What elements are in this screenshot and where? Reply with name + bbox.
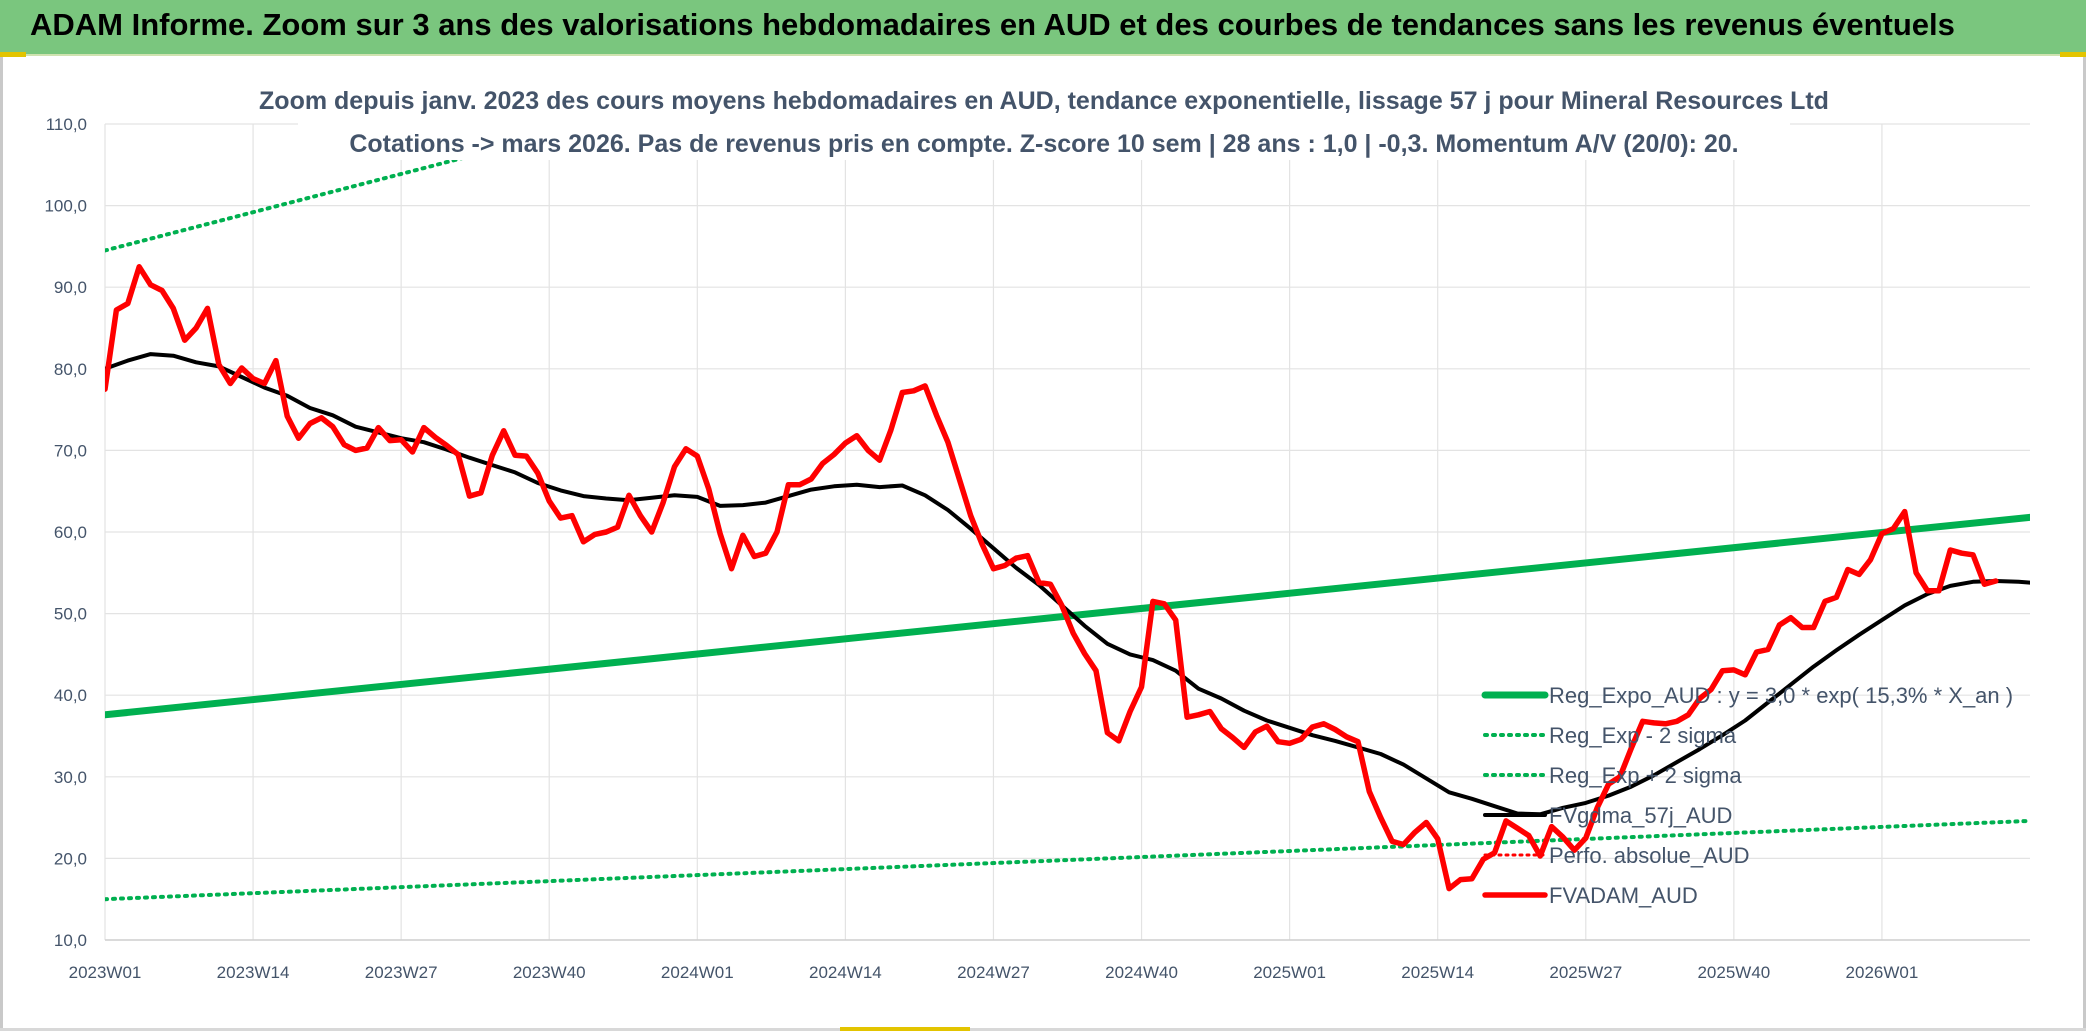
y-tick-label: 30,0 [54, 768, 87, 787]
series-line-3 [105, 352, 2030, 817]
report-header: ADAM Informe. Zoom sur 3 ans des valoris… [0, 0, 2086, 56]
x-tick-label: 2023W01 [69, 963, 142, 982]
report-title: ADAM Informe. Zoom sur 3 ans des valoris… [30, 7, 1955, 42]
x-tick-label: 2025W14 [1401, 963, 1474, 982]
series-line-5 [105, 264, 1999, 892]
bottom-marker [840, 1027, 970, 1031]
y-tick-label: 20,0 [54, 849, 87, 868]
series-line-1 [105, 818, 2030, 902]
legend-label: Reg_Expo_AUD : y = 3,0 * exp( 15,3% * X_… [1549, 683, 2013, 708]
y-tick-label: 60,0 [54, 523, 87, 542]
x-tick-label: 2024W40 [1105, 963, 1178, 982]
corner-marker-right [2060, 52, 2086, 57]
x-tick-label: 2023W27 [365, 963, 438, 982]
y-tick-label: 50,0 [54, 605, 87, 624]
x-tick-label: 2026W01 [1846, 963, 1919, 982]
series-layer [105, 118, 2030, 902]
y-tick-label: 90,0 [54, 278, 87, 297]
legend-label: FVADAM_AUD [1549, 883, 1698, 908]
x-axis-ticks: 2023W01 2023W14 2023W27 2023W40 2024W01 2024W… [69, 963, 1919, 982]
frame-left-border [0, 54, 3, 1031]
legend-label: FVgdma_57j_AUD [1549, 803, 1732, 828]
x-tick-label: 2024W27 [957, 963, 1030, 982]
chart-legend: Reg_Expo_AUD : y = 3,0 * exp( 15,3% * X_… [1481, 683, 2013, 908]
x-tick-label: 2025W40 [1697, 963, 1770, 982]
legend-label: Reg_Exp + 2 sigma [1549, 763, 1742, 788]
legend-label: Reg_Exp - 2 sigma [1549, 723, 1737, 748]
y-tick-label: 100,0 [44, 197, 87, 216]
legend-label: Perfo. absolue_AUD [1549, 843, 1750, 868]
x-tick-label: 2025W27 [1549, 963, 1622, 982]
chart-title-line-2: Cotations -> mars 2026. Pas de revenus p… [349, 130, 1738, 158]
frame-bottom-border [0, 1028, 2086, 1031]
chart-grid [104, 123, 2030, 941]
x-tick-label: 2023W40 [513, 963, 586, 982]
x-tick-label: 2024W14 [809, 963, 882, 982]
chart-title-line-1: Zoom depuis janv. 2023 des cours moyens … [259, 87, 1829, 115]
y-tick-label: 40,0 [54, 686, 87, 705]
x-tick-label: 2023W14 [217, 963, 290, 982]
y-tick-label: 10,0 [54, 931, 87, 950]
frame-right-border [2083, 54, 2086, 1031]
y-tick-label: 80,0 [54, 360, 87, 379]
x-tick-label: 2025W01 [1253, 963, 1326, 982]
y-tick-label: 70,0 [54, 441, 87, 460]
chart-title-backdrop [298, 78, 1790, 160]
corner-marker-left [0, 52, 26, 57]
y-axis-ticks: 10,0 20,0 30,0 40,0 50,0 60,0 70,0 80,0 90,0 100,… [44, 115, 87, 950]
series-line-2 [105, 118, 626, 253]
y-tick-label: 110,0 [46, 115, 87, 134]
x-tick-label: 2024W01 [661, 963, 734, 982]
